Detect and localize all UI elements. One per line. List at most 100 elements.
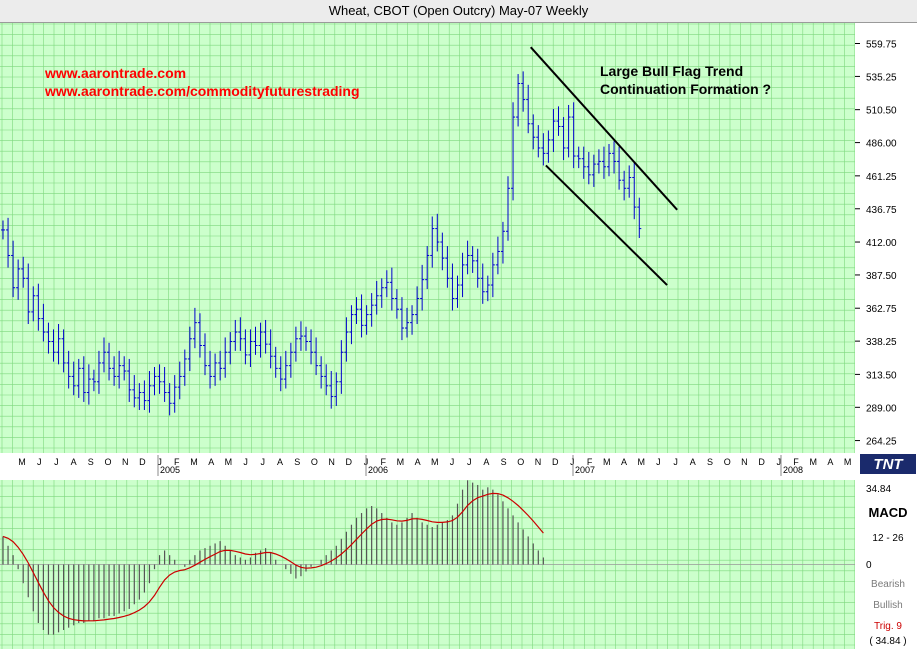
y-tick-label: 362.75 (866, 304, 897, 315)
ohlc-bar (450, 263, 455, 311)
ohlc-bar (384, 270, 389, 298)
ohlc-bar (455, 275, 460, 308)
ohlc-bar (127, 358, 132, 402)
ohlc-bar (288, 342, 293, 378)
flag-lower-line (545, 164, 668, 286)
ohlc-bar (278, 356, 283, 392)
ohlc-bar (475, 248, 480, 288)
month-label: O (104, 457, 111, 467)
ohlc-bar (551, 109, 556, 152)
flag-upper-line (529, 46, 678, 211)
ohlc-bar (374, 281, 379, 315)
ohlc-bar (500, 221, 505, 264)
year-label: 2006 (368, 465, 388, 475)
flag-trendlines (529, 46, 678, 286)
month-label: D (552, 457, 559, 467)
ohlc-bar (197, 313, 202, 358)
tnt-logo: TNT (860, 454, 916, 474)
ohlc-bar (208, 350, 213, 389)
ohlc-bar (566, 104, 571, 158)
ohlc-bar (531, 114, 536, 150)
y-tick-label: 387.50 (866, 271, 897, 282)
macd-y-axis (855, 480, 917, 649)
month-label: D (758, 457, 765, 467)
month-label: J (243, 457, 248, 467)
ohlc-bar (516, 74, 521, 127)
month-label: A (415, 457, 421, 467)
ohlc-bar (460, 252, 465, 298)
year-label: 2005 (160, 465, 180, 475)
ohlc-bar (248, 329, 253, 367)
ohlc-bar (632, 162, 637, 220)
chart-title: Wheat, CBOT (Open Outcry) May-07 Weekly (0, 0, 917, 23)
month-label: N (328, 457, 335, 467)
ohlc-bar (349, 305, 354, 345)
ohlc-bar (228, 332, 233, 365)
y-tick-label: 289.00 (866, 403, 897, 414)
commodity-link[interactable]: www.aarontrade.com/commodityfuturestradi… (44, 83, 360, 99)
month-label: J (54, 457, 59, 467)
ohlc-bar (46, 322, 51, 354)
ohlc-bar (223, 337, 228, 378)
macd-signal-line (2, 492, 544, 622)
ohlc-bar (399, 297, 404, 341)
ohlc-bar (152, 367, 157, 396)
ohlc-bar (607, 143, 611, 177)
ohlc-bar (203, 333, 207, 376)
ohlc-bar (66, 350, 71, 389)
annotation-line-1: Large Bull Flag Trend (600, 63, 743, 79)
ohlc-bar (76, 358, 81, 398)
ohlc-bar (435, 213, 440, 252)
ohlc-bar (571, 102, 576, 169)
bullish-label: Bullish (873, 600, 902, 611)
ohlc-bar (359, 294, 364, 338)
ohlc-bar (51, 329, 56, 362)
ohlc-bar (26, 263, 31, 324)
website-link[interactable]: www.aarontrade.com (44, 65, 186, 81)
ohlc-bar (329, 371, 334, 409)
month-label: M (18, 457, 26, 467)
y-tick-label: 436.75 (866, 205, 897, 216)
macd-label: MACD (869, 505, 908, 520)
ohlc-bar (309, 329, 314, 365)
ohlc-bar (389, 267, 394, 311)
annotation-line-2: Continuation Formation ? (600, 81, 771, 97)
ohlc-bar (213, 353, 218, 386)
ohlc-bar (71, 361, 76, 396)
ohlc-bar (394, 289, 399, 319)
ohlc-bar (112, 356, 117, 386)
ohlc-bar (238, 317, 243, 351)
ohlc-bar (172, 375, 177, 413)
time-axis (0, 453, 917, 477)
ohlc-bar (314, 337, 319, 376)
ohlc-bar (167, 383, 172, 416)
month-label: F (174, 457, 180, 467)
y-tick-label: 313.50 (866, 370, 897, 381)
ohlc-bar (586, 152, 591, 185)
month-label: J (157, 457, 162, 467)
ohlc-bar (142, 380, 147, 410)
month-label: M (844, 457, 852, 467)
month-label: D (139, 457, 146, 467)
ohlc-bar (541, 133, 546, 166)
month-label: J (656, 457, 661, 467)
ohlc-bar (1, 220, 5, 240)
ohlc-bar (612, 141, 617, 174)
month-label: M (431, 457, 439, 467)
ohlc-bar (536, 125, 541, 158)
month-label: J (261, 457, 266, 467)
ohlc-bar (420, 264, 425, 311)
month-label: S (707, 457, 713, 467)
y-tick-label: 461.25 (866, 172, 897, 183)
ohlc-bar (425, 246, 430, 290)
ohlc-bar (36, 283, 41, 331)
ohlc-bar (56, 324, 61, 365)
ohlc-bar (506, 176, 510, 241)
macd-bottom-value: ( 34.84 ) (869, 636, 906, 647)
ohlc-bar (107, 342, 112, 381)
month-label: A (483, 457, 489, 467)
ohlc-bar (157, 364, 162, 394)
ohlc-bar (31, 286, 36, 322)
ohlc-bar (132, 375, 137, 408)
